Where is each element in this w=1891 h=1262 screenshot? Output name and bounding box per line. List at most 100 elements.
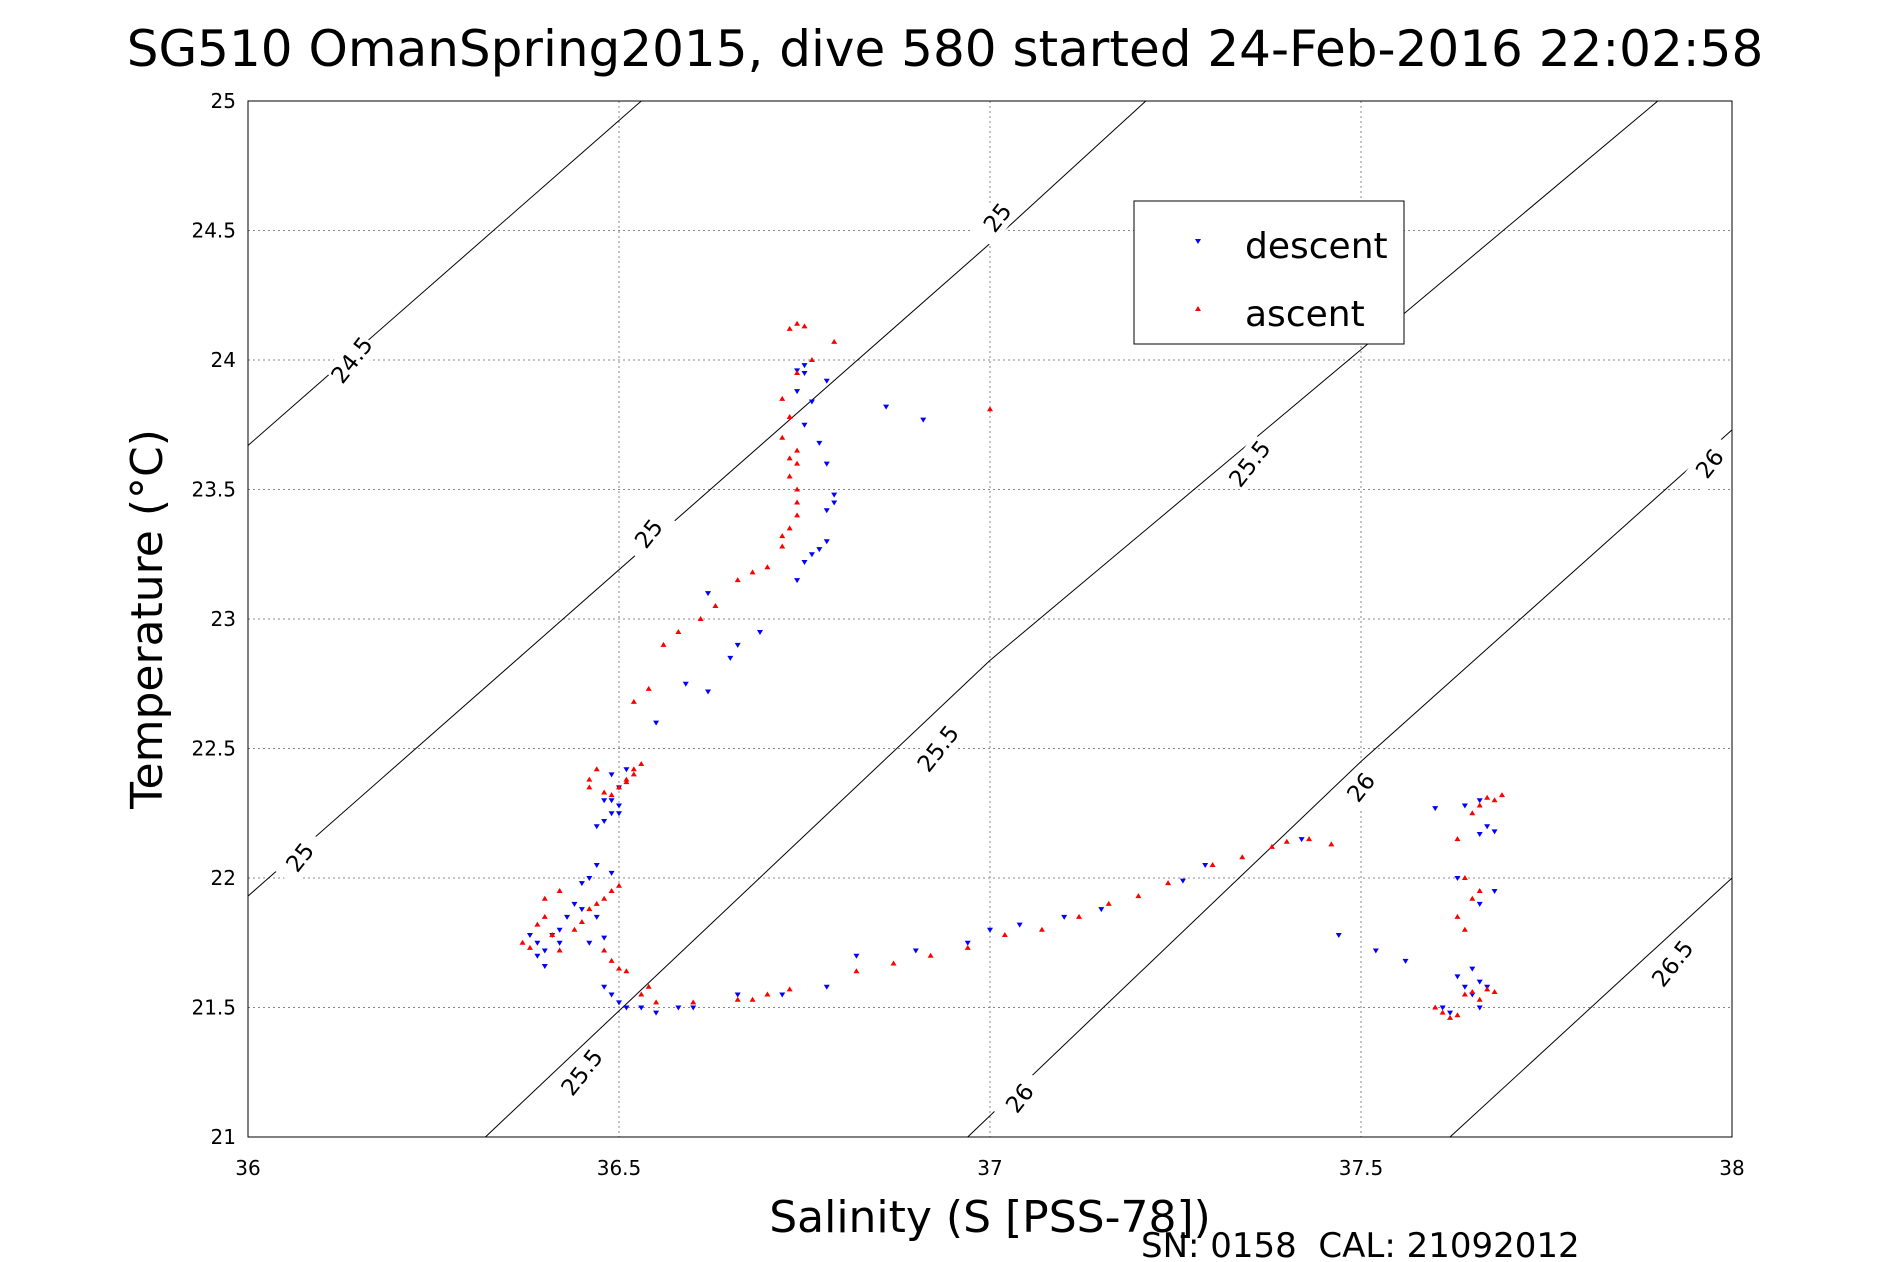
descent-point (623, 1005, 630, 1011)
ascent-point (734, 577, 741, 583)
ascent-point (1469, 895, 1476, 901)
y-tick-label: 21 (211, 1125, 236, 1149)
y-tick-label: 23.5 (191, 478, 236, 502)
descent-point (727, 655, 734, 661)
ascent-point (794, 447, 801, 453)
descent-point (623, 767, 630, 773)
ascent-point (534, 921, 541, 927)
descent-point (1476, 798, 1483, 804)
ascent-point (1491, 988, 1498, 994)
density-contour-line (485, 100, 1659, 1138)
ascent-point (601, 789, 608, 795)
descent-point (556, 927, 563, 933)
descent-point (816, 547, 823, 553)
descent-point (608, 798, 615, 804)
descent-point (1439, 1005, 1446, 1011)
x-tick-labels: 36 36.5 37 37.5 38 (235, 1156, 1744, 1180)
descent-point (1335, 932, 1342, 938)
legend-descent-label: descent (1245, 226, 1388, 267)
ascent-point (794, 486, 801, 492)
ascent-point (556, 887, 563, 893)
ascent-point (630, 766, 637, 772)
descent-point (853, 953, 860, 959)
descent-point (756, 629, 763, 635)
descent-point (734, 642, 741, 648)
descent-point (964, 940, 971, 946)
ascent-point (808, 357, 815, 362)
descent-point (653, 1010, 660, 1016)
descent-point (1491, 888, 1498, 894)
descent-point (1298, 837, 1305, 843)
descent-point (682, 681, 689, 687)
descent-point (571, 901, 578, 907)
y-tick-label: 21.5 (191, 996, 236, 1020)
x-tick-label: 37.5 (1339, 1156, 1384, 1180)
ascent-point (1135, 893, 1142, 899)
descent-point (586, 940, 593, 946)
descent-point (734, 992, 741, 998)
descent-point (794, 389, 801, 395)
ascent-point (571, 926, 578, 932)
x-axis-label: Salinity (S [PSS-78]) (769, 1192, 1211, 1243)
ascent-point (526, 944, 533, 950)
y-tick-label: 23 (211, 607, 236, 631)
ascent-point (1432, 1004, 1439, 1010)
chart-title: SG510 OmanSpring2015, dive 580 started 2… (127, 20, 1764, 78)
descent-point (816, 440, 823, 446)
ascent-point (794, 499, 801, 505)
contour-label-bg (970, 188, 1025, 247)
descent-point (578, 881, 585, 887)
ascent-point (786, 986, 793, 992)
ascent-point (586, 776, 593, 782)
ascent-point (1076, 913, 1083, 919)
density-contour-line (247, 100, 642, 446)
ascent-point (1469, 810, 1476, 816)
plot-frame (247, 100, 1733, 1138)
descent-point (823, 539, 830, 545)
contour-label-bg (1222, 434, 1277, 493)
contour-label-bg (1645, 934, 1700, 993)
ascent-point (1484, 794, 1491, 800)
ascent-point (660, 641, 667, 647)
y-tick-label: 24 (211, 348, 236, 372)
ascent-point (1491, 797, 1498, 803)
ascent-point (1105, 900, 1112, 906)
ascent-point (1476, 996, 1483, 1002)
ascent-point (1165, 880, 1172, 886)
ascent-point (1461, 991, 1468, 997)
descent-point (608, 811, 615, 817)
ascent-point (1038, 926, 1045, 932)
ascent-point (608, 792, 615, 798)
ascent-point (1454, 913, 1461, 919)
descent-point (601, 819, 608, 825)
ascent-point (987, 406, 993, 412)
legend-ascent-marker (1195, 306, 1201, 311)
ascent-point (1476, 802, 1483, 808)
ascent-point (734, 996, 741, 1002)
ascent-point (927, 952, 934, 958)
descent-point (593, 824, 600, 830)
descent-point (1484, 824, 1491, 830)
descent-point (912, 948, 919, 954)
ascent-point (1268, 843, 1275, 849)
ascent-point (578, 919, 585, 925)
contour-label-bg (554, 1043, 609, 1102)
descent-point (1461, 803, 1468, 809)
ascent-point (630, 698, 637, 704)
ascent-point (638, 991, 645, 997)
descent-point (831, 500, 838, 506)
legend: descent ascent (1133, 200, 1405, 345)
contour-label-bg (1682, 434, 1737, 493)
descent-point (801, 560, 808, 566)
contour-label-bg (911, 719, 966, 778)
x-tick-label: 36.5 (597, 1156, 642, 1180)
descent-point (808, 552, 815, 558)
footer-serial-cal: SN: 0158 CAL: 21092012 (1141, 1226, 1580, 1262)
descent-point (1432, 806, 1439, 812)
descent-point (1491, 829, 1498, 835)
descent-point (823, 378, 830, 384)
ascent-point (1447, 1014, 1454, 1020)
descent-point (1461, 984, 1468, 990)
descent-point (831, 492, 838, 498)
